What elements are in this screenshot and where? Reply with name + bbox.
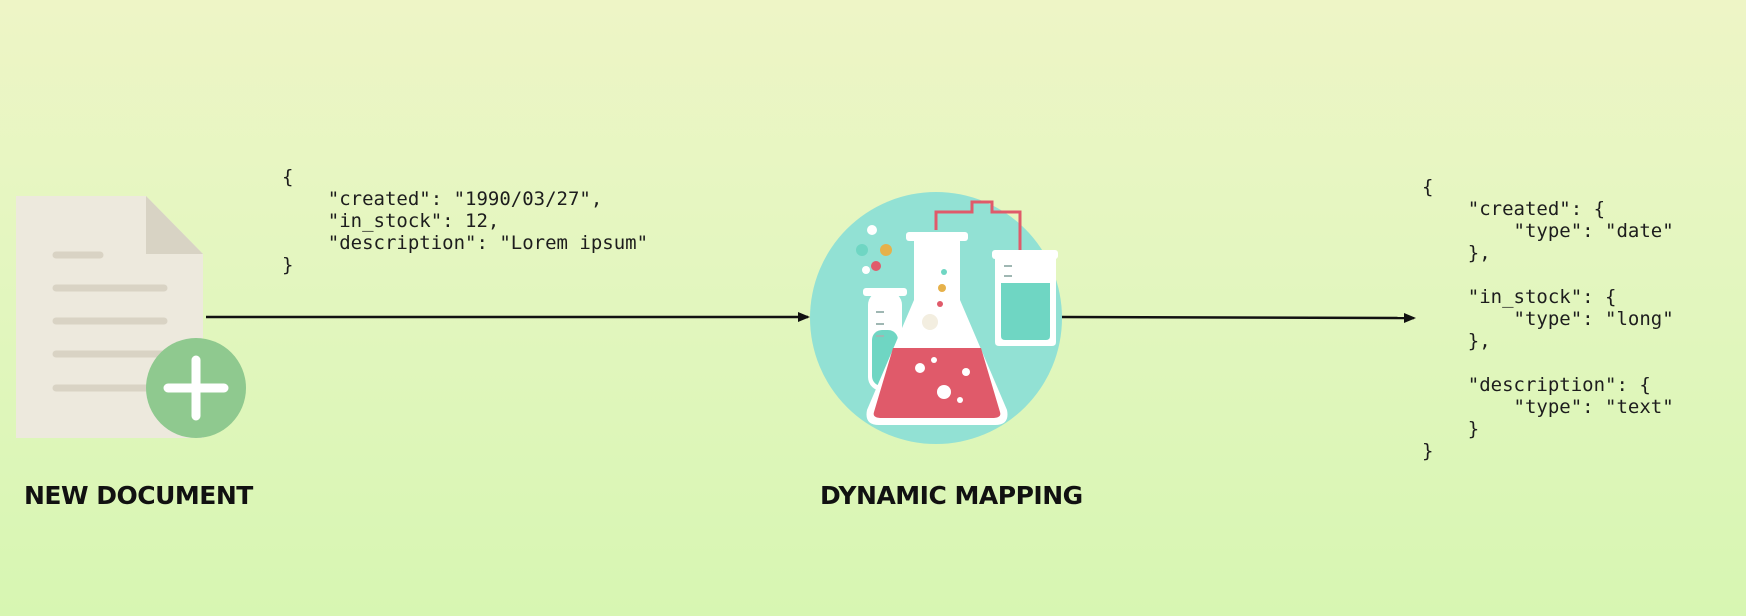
- code-line: {: [1422, 176, 1434, 198]
- flask-tube: [934, 200, 1022, 256]
- code-line: "created": {: [1422, 198, 1606, 220]
- code-line: },: [1422, 242, 1491, 264]
- beaker-right: [992, 250, 1058, 346]
- code-line: "created": "1990/03/27",: [282, 188, 603, 210]
- code-line: }: [1422, 418, 1480, 440]
- code-line: "in_stock": 12,: [282, 210, 500, 232]
- erlenmeyer-flask: [866, 232, 1008, 425]
- lab-bubbles: [856, 225, 892, 274]
- code-line: "type": "text": [1422, 396, 1674, 418]
- code-line: "type": "long": [1422, 308, 1674, 330]
- output-mapping-json: { "created": { "type": "date" }, "in_sto…: [1422, 176, 1674, 462]
- document-text-lines: [52, 251, 168, 392]
- code-line: "type": "date": [1422, 220, 1674, 242]
- code-line: }: [1422, 440, 1434, 462]
- document-plus-icon: [16, 196, 246, 438]
- code-line: },: [1422, 330, 1491, 352]
- plus-badge-icon: [146, 338, 246, 438]
- code-line: "description": "Lorem ipsum": [282, 232, 649, 254]
- input-document-json: { "created": "1990/03/27", "in_stock": 1…: [282, 166, 648, 276]
- code-line: "in_stock": {: [1422, 286, 1617, 308]
- new-document-label: NEW DOCUMENT: [24, 481, 253, 510]
- dynamic-mapping-label: DYNAMIC MAPPING: [820, 481, 1083, 510]
- code-line: "description": {: [1422, 374, 1651, 396]
- code-line: }: [282, 254, 294, 276]
- document-folded-corner: [146, 196, 203, 254]
- lab-flask-icon: [810, 192, 1062, 444]
- arrow-mapping-to-output: [1059, 312, 1416, 323]
- code-line: {: [282, 166, 294, 188]
